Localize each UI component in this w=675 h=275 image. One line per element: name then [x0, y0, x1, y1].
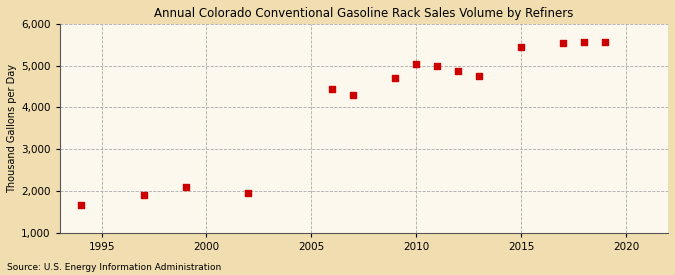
Point [516, 45, 526, 49]
Point [453, 69, 464, 73]
Point [348, 93, 358, 97]
Point [411, 61, 422, 66]
Point [432, 64, 443, 68]
Point [474, 74, 485, 78]
Y-axis label: Thousand Gallons per Day: Thousand Gallons per Day [7, 64, 17, 193]
Point [327, 86, 338, 91]
Point [75, 203, 86, 208]
Point [599, 40, 610, 44]
Point [390, 76, 401, 80]
Text: Source: U.S. Energy Information Administration: Source: U.S. Energy Information Administ… [7, 263, 221, 272]
Point [243, 191, 254, 195]
Point [138, 193, 149, 197]
Point [180, 185, 191, 189]
Point [558, 40, 568, 45]
Point [578, 40, 589, 44]
Title: Annual Colorado Conventional Gasoline Rack Sales Volume by Refiners: Annual Colorado Conventional Gasoline Ra… [154, 7, 574, 20]
